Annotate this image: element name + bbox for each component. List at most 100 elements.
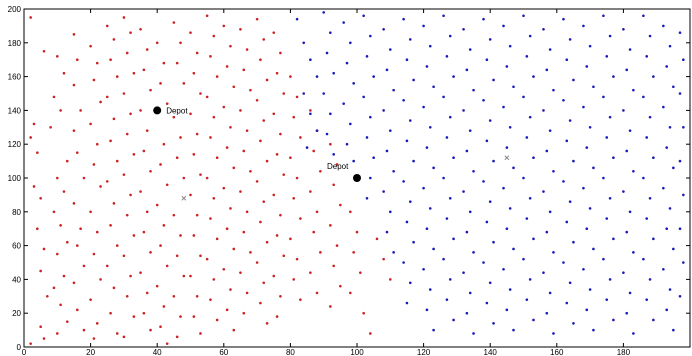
blue-customer-point — [528, 115, 532, 119]
red-customer-point — [189, 193, 192, 197]
red-customer-point — [225, 146, 229, 149]
blue-customer-point — [412, 78, 415, 82]
red-customer-point — [259, 139, 262, 143]
blue-customer-point — [512, 166, 515, 170]
blue-customer-point — [622, 190, 625, 193]
blue-customer-point — [545, 230, 549, 234]
blue-customer-point — [385, 230, 389, 234]
red-customer-point — [172, 21, 176, 24]
red-customer-point — [129, 112, 132, 116]
red-customer-point — [329, 305, 332, 308]
blue-customer-point — [362, 14, 365, 18]
red-customer-point — [222, 267, 226, 271]
blue-customer-point — [588, 207, 592, 210]
blue-customer-point — [608, 115, 612, 119]
red-customer-point — [292, 196, 296, 200]
centroid-marker — [504, 155, 510, 161]
blue-customer-point — [582, 267, 585, 271]
red-customer-point — [335, 244, 339, 247]
red-customer-point — [309, 271, 312, 274]
red-customer-point — [262, 119, 266, 122]
blue-customer-point — [542, 27, 545, 31]
red-customer-point — [312, 149, 316, 153]
red-customer-point — [299, 298, 302, 301]
red-customer-point — [75, 151, 79, 154]
blue-customer-point — [505, 308, 509, 312]
red-customer-point — [125, 213, 129, 217]
y-tick-label: 140 — [8, 106, 22, 115]
blue-customer-point — [528, 278, 532, 281]
red-customer-point — [229, 288, 232, 291]
red-customer-point — [309, 109, 312, 112]
red-customer-point — [145, 129, 149, 132]
blue-customer-point — [322, 92, 326, 95]
red-customer-point — [89, 210, 92, 214]
red-customer-point — [319, 169, 322, 173]
blue-customer-point — [468, 210, 472, 214]
red-customer-point — [89, 298, 92, 301]
red-customer-point — [112, 202, 116, 205]
red-customer-point — [192, 153, 196, 156]
red-customer-point — [242, 311, 246, 315]
blue-customer-point — [365, 136, 369, 139]
red-customer-point — [139, 109, 142, 112]
blue-customer-point — [392, 169, 395, 173]
blue-customer-point — [389, 48, 392, 51]
blue-customer-point — [508, 288, 512, 291]
red-customer-point — [315, 210, 319, 214]
red-customer-point — [272, 31, 276, 34]
blue-customer-point — [678, 295, 682, 298]
blue-customer-point — [605, 298, 609, 301]
red-customer-point — [275, 234, 279, 237]
red-customer-point — [179, 41, 182, 45]
blue-customer-point — [522, 14, 525, 18]
red-customer-point — [145, 291, 149, 295]
blue-customer-point — [605, 136, 609, 139]
red-customer-point — [192, 71, 196, 75]
blue-customer-point — [309, 58, 312, 61]
blue-customer-point — [678, 159, 682, 163]
y-tick-label: 100 — [8, 174, 22, 183]
red-customer-point — [195, 51, 199, 55]
red-customer-point — [249, 88, 252, 92]
blue-customer-point — [345, 61, 349, 65]
blue-customer-point — [588, 288, 592, 291]
red-customer-point — [105, 95, 109, 99]
blue-customer-point — [385, 68, 389, 72]
blue-customer-point — [428, 207, 432, 210]
blue-customer-point — [528, 34, 532, 38]
blue-customer-point — [652, 237, 655, 241]
blue-customer-point — [632, 88, 635, 92]
blue-customer-point — [548, 210, 552, 214]
blue-customer-point — [428, 126, 432, 129]
red-customer-point — [205, 257, 209, 261]
blue-customer-point — [665, 146, 668, 149]
blue-customer-point — [325, 132, 329, 136]
blue-customer-point — [588, 126, 592, 129]
red-customer-point — [29, 16, 32, 19]
red-customer-point — [165, 183, 169, 187]
red-customer-point — [209, 298, 212, 301]
blue-customer-point — [602, 14, 605, 18]
red-customer-point — [139, 190, 142, 193]
x-tick-label: 160 — [550, 348, 564, 356]
red-customer-point — [259, 58, 262, 61]
red-customer-point — [272, 274, 276, 278]
blue-customer-point — [672, 166, 675, 170]
blue-customer-point — [665, 227, 668, 230]
red-customer-point — [295, 257, 299, 261]
blue-customer-point — [342, 102, 345, 105]
blue-customer-point — [645, 55, 649, 58]
blue-customer-point — [448, 278, 452, 281]
red-customer-point — [115, 159, 119, 163]
red-customer-point — [109, 58, 112, 61]
red-customer-point — [275, 153, 279, 156]
blue-customer-point — [472, 88, 475, 92]
blue-customer-point — [648, 34, 652, 38]
blue-customer-point — [462, 109, 465, 112]
depot-marker — [353, 174, 361, 182]
blue-customer-point — [442, 95, 445, 99]
blue-customer-point — [452, 237, 455, 241]
blue-customer-point — [602, 95, 605, 99]
red-customer-point — [205, 14, 209, 18]
